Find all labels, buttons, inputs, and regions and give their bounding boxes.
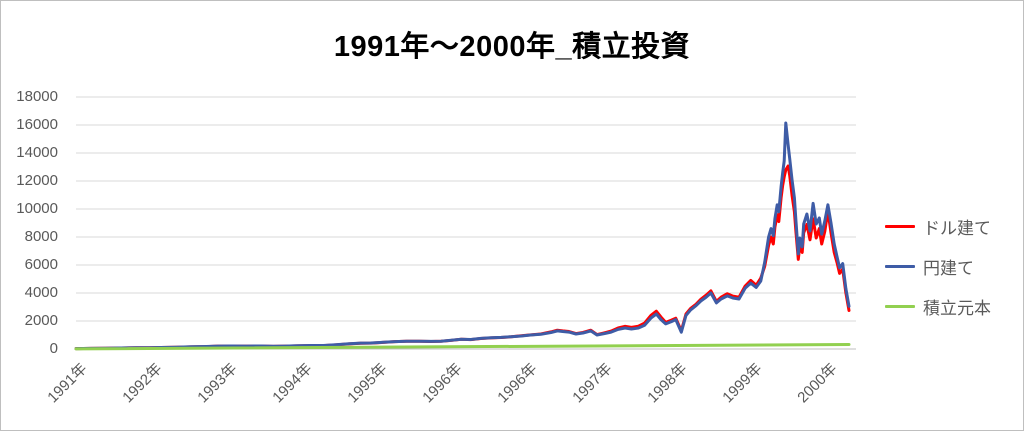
y-axis-tick-label: 8000 [24, 228, 58, 245]
x-axis-tick-label: 1993年 [193, 360, 241, 407]
chart-title: 1991年～2000年_積立投資 [333, 31, 691, 63]
legend-label: 円建て [923, 259, 974, 278]
y-axis-tick-label: 12000 [16, 172, 58, 189]
legend-item: 円建て [885, 254, 991, 279]
legend-swatch [885, 305, 915, 308]
x-axis-tick-label: 1996年 [493, 360, 541, 407]
x-axis-tick-label: 1994年 [268, 360, 316, 407]
series-line [74, 343, 851, 351]
y-axis-tick-label: 0 [49, 340, 58, 357]
y-axis-labels: 0 2000 4000 6000 8000 10000 12000 14000 16000 180… [1, 1, 58, 430]
x-axis-tick-label: 1995年 [343, 360, 391, 407]
legend-item: ドル建て [885, 214, 991, 239]
y-axis-tick-label: 6000 [24, 256, 58, 273]
y-axis-tick-label: 14000 [16, 144, 58, 161]
y-axis-tick-label: 16000 [16, 116, 58, 133]
x-axis-tick-label: 1991年 [43, 360, 91, 407]
y-axis-tick-label: 2000 [24, 312, 58, 329]
legend: ドル建て円建て積立元本 [885, 214, 991, 319]
legend-label: 積立元本 [923, 299, 991, 318]
x-axis-tick-label: 1992年 [118, 360, 166, 407]
legend-swatch [885, 265, 915, 268]
y-axis-tick-label: 10000 [16, 200, 58, 217]
x-axis-tick-label: 1996年 [418, 360, 466, 407]
x-axis-tick-label: 1999年 [718, 360, 766, 407]
x-axis-tick-label: 2000年 [793, 360, 841, 407]
y-axis-tick-label: 4000 [24, 284, 58, 301]
legend-label: ドル建て [923, 219, 991, 238]
x-axis-tick-label: 1997年 [568, 360, 616, 407]
legend-swatch [885, 225, 915, 228]
x-axis-tick-label: 1998年 [643, 360, 691, 407]
y-axis-tick-label: 18000 [16, 88, 58, 105]
series-line [74, 121, 851, 351]
legend-item: 積立元本 [885, 294, 991, 319]
